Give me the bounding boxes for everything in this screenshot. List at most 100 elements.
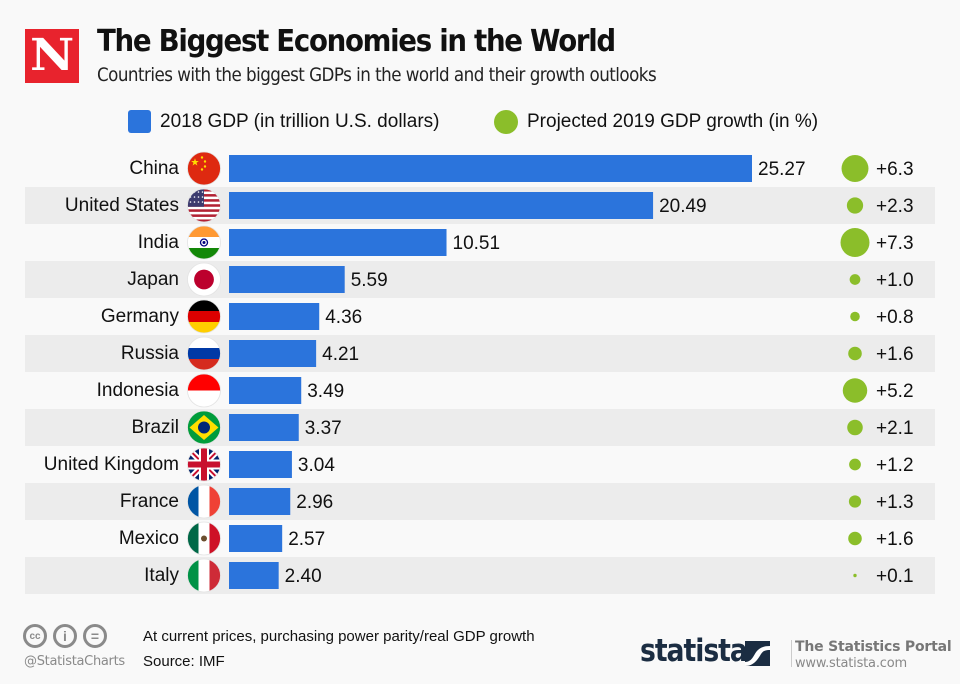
flag-stripe: [198, 485, 210, 518]
growth-bubble: [853, 573, 857, 578]
flag-outline: [187, 225, 221, 260]
growth-bubble: [848, 346, 862, 361]
flag-star: [193, 196, 196, 198]
portal-url[interactable]: www.statista.com: [795, 656, 907, 671]
flag-stripe: [187, 348, 221, 360]
license-icons: cc i =: [23, 624, 107, 648]
logo-letter: N: [29, 30, 75, 81]
flag-stripe: [187, 248, 221, 259]
row-band: [25, 483, 935, 520]
flag-star: [201, 196, 204, 198]
row-band: [25, 335, 935, 372]
flag-stripe: [187, 311, 221, 323]
country-label: United States: [65, 195, 179, 216]
no-derivatives-icon: =: [83, 624, 107, 648]
chart-row: China ★ 25.27 +6.3: [129, 151, 914, 186]
flag-star: [201, 191, 204, 193]
legend-growth-label: Projected 2019 GDP growth (in %): [527, 111, 819, 132]
flag-small-star: [200, 168, 204, 171]
growth-bubble: [848, 495, 862, 508]
gdp-bar: [229, 414, 299, 441]
flag-stripe: [187, 559, 199, 592]
gdp-bar: [229, 192, 654, 219]
growth-value-label: +6.3: [876, 159, 914, 180]
growth-bubble: [847, 419, 863, 436]
uk-flag: [187, 448, 221, 481]
growth-value-label: +7.3: [876, 233, 914, 254]
chart-row: Italy 2.40 +0.1: [25, 557, 935, 594]
flag-globe: [198, 421, 210, 434]
gdp-value-label: 3.37: [305, 418, 342, 439]
country-label: France: [120, 491, 179, 512]
cc-icon: cc: [23, 624, 47, 648]
gdp-value-label: 3.49: [307, 381, 344, 402]
newsweek-logo: N: [25, 29, 79, 83]
statista-logo-text[interactable]: statista: [640, 633, 748, 669]
growth-value-label: +1.6: [876, 344, 914, 365]
flag-star: [189, 201, 192, 203]
flag-stripe: [187, 216, 221, 220]
flag-outline: [187, 373, 221, 408]
chart-row: India 10.51 +7.3: [138, 225, 914, 260]
flag-emblem: [201, 535, 207, 542]
growth-bubble: [846, 197, 864, 214]
chart-row: Russia 4.21 +1.6: [25, 335, 935, 372]
chart-row: France 2.96 +1.3: [25, 483, 935, 520]
china-flag: ★: [187, 152, 221, 185]
gdp-bar: [229, 229, 447, 256]
flag-part: [187, 152, 221, 185]
flag-stripe: [187, 209, 221, 213]
growth-bubble: [841, 155, 869, 182]
flag-outline: [187, 299, 221, 334]
flag-stripe: [187, 359, 221, 370]
growth-value-label: +0.8: [876, 307, 914, 328]
gdp-bar: [229, 155, 752, 182]
statista-handle[interactable]: @StatistaCharts: [24, 654, 125, 669]
gdp-value-label: 4.21: [322, 344, 359, 365]
country-label: Germany: [101, 306, 180, 327]
chart-title: The Biggest Economies in the World: [97, 24, 616, 59]
flag-stripe: [187, 322, 221, 333]
country-label: India: [138, 232, 180, 253]
flag-star: [197, 196, 200, 198]
growth-value-label: +5.2: [876, 381, 914, 402]
france-flag: [187, 485, 221, 518]
indonesia-flag: [187, 374, 221, 407]
growth-bubble: [850, 311, 860, 322]
gdp-bar: [229, 451, 292, 478]
gdp-bar: [229, 488, 291, 515]
gdp-value-label: 10.51: [453, 233, 501, 254]
country-label: Brazil: [131, 417, 179, 438]
flag-stripe: [187, 390, 221, 407]
flag-stripe: [198, 559, 210, 592]
attribution-icon: i: [53, 624, 77, 648]
flag-star: [201, 201, 204, 203]
flag-stripe: [187, 522, 199, 555]
chart-row: United Kingdom 3.04 +1.2: [44, 447, 914, 482]
portal-title: The Statistics Portal: [795, 639, 952, 655]
flag-stripe: [187, 211, 221, 215]
japan-flag: [187, 263, 221, 296]
brazil-flag: [187, 411, 221, 444]
flag-small-star: [200, 156, 204, 159]
chart-subtitle: Countries with the biggest GDPs in the w…: [97, 64, 657, 86]
growth-bubble: [840, 228, 870, 257]
source: Source: IMF: [143, 653, 225, 670]
flag-star: [197, 201, 200, 203]
chart-row: Germany 4.36 +0.8: [101, 299, 914, 334]
growth-value-label: +1.2: [876, 455, 914, 476]
flag-star: [197, 191, 200, 193]
flag-cross-red: [187, 461, 221, 468]
flag-stripe: [187, 300, 221, 312]
flag-outline: [187, 521, 221, 556]
gdp-value-label: 20.49: [659, 196, 707, 217]
country-label: Japan: [127, 269, 179, 290]
country-label: Italy: [144, 565, 179, 586]
flag-outline: [187, 558, 221, 593]
growth-bubble: [842, 378, 868, 403]
growth-bubble: [849, 458, 861, 471]
legend-square-icon: [128, 110, 151, 133]
gdp-value-label: 2.57: [288, 529, 325, 550]
flag-stripe: [187, 374, 221, 391]
